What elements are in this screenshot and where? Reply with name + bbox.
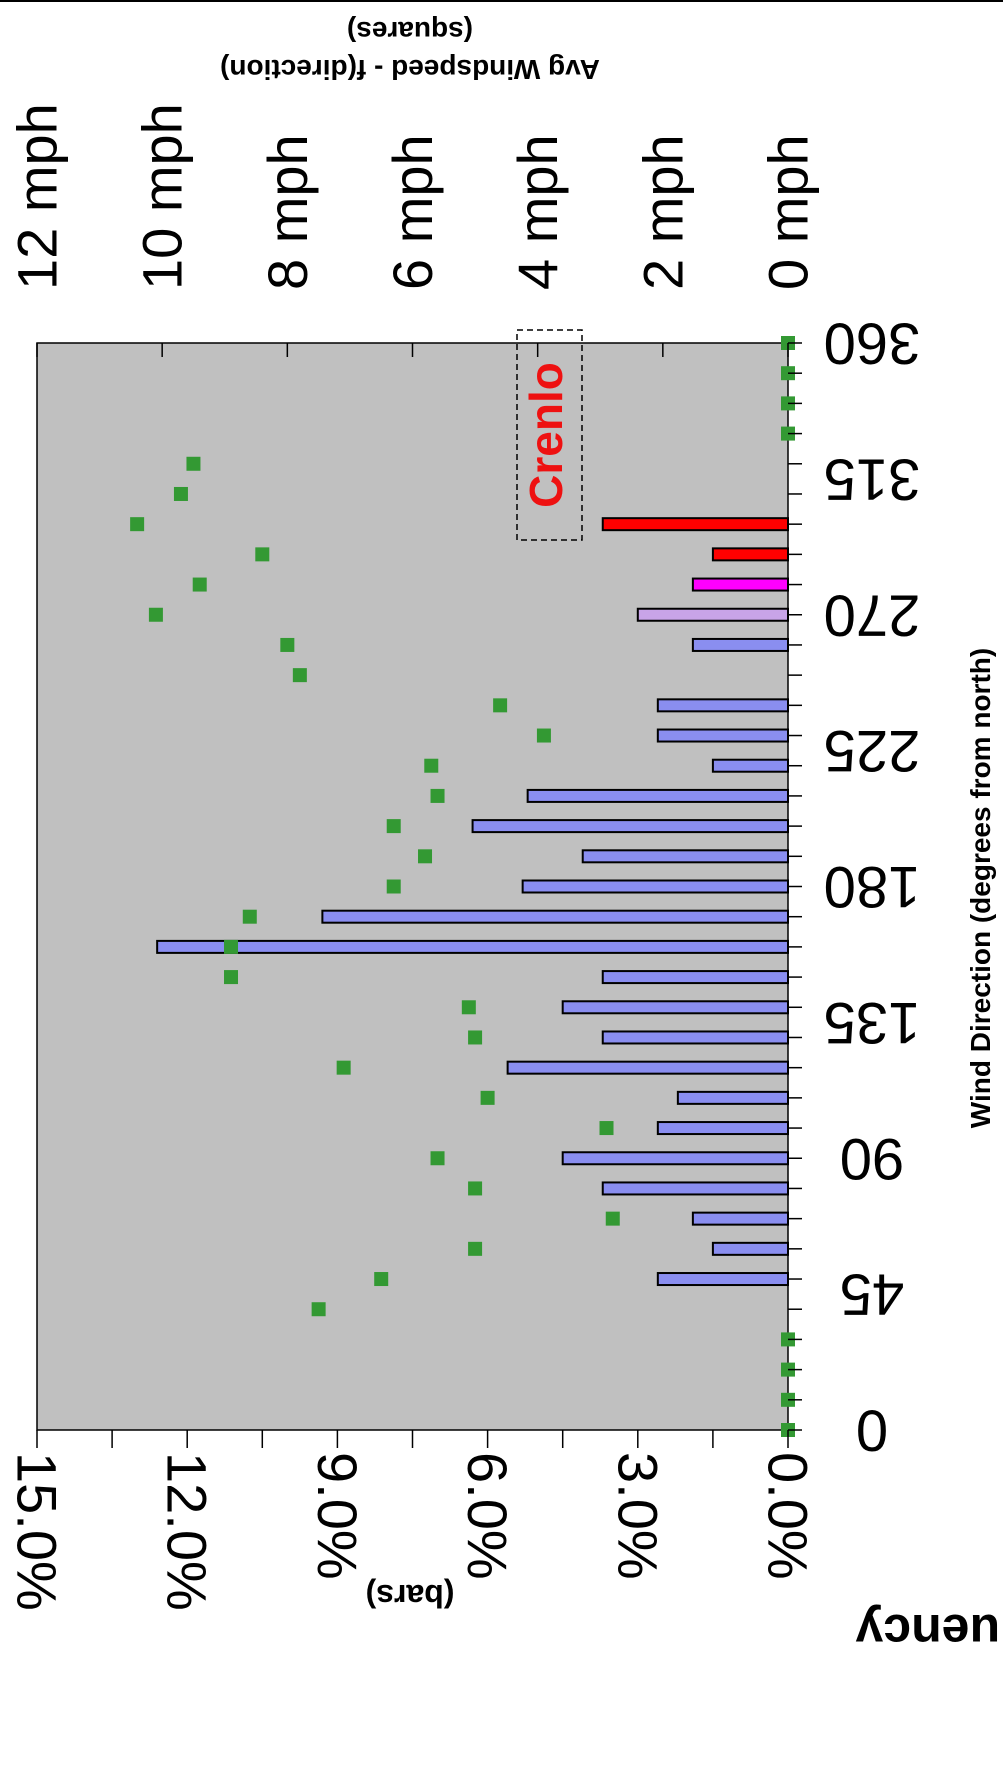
windspeed-tick-label: 4 mph	[506, 134, 569, 290]
windspeed-tick-label: 0 mph	[757, 134, 820, 290]
direction-ticks: 0 45 90 135 180 225 270 315 360	[788, 311, 920, 1463]
frequency-bar	[676, 1090, 789, 1105]
direction-tick-label: 0	[856, 1398, 888, 1463]
frequency-bar	[711, 758, 790, 773]
windspeed-square	[242, 909, 257, 924]
windspeed-square	[173, 486, 188, 501]
frequency-bar	[156, 939, 790, 954]
windspeed-square	[336, 1060, 351, 1075]
frequency-bar	[601, 970, 790, 985]
crenlo-label: Crenlo	[520, 362, 572, 508]
windspeed-tick-label: 8 mph	[256, 134, 319, 290]
windspeed-square	[148, 607, 163, 622]
windspeed-square	[418, 849, 433, 864]
frequency-bar	[581, 849, 790, 864]
windspeed-tick-label: 6 mph	[381, 134, 444, 290]
frequency-bar	[601, 1030, 790, 1045]
windspeed-square	[192, 577, 207, 592]
direction-tick-label: 360	[824, 311, 921, 376]
direction-tick-label: 90	[840, 1126, 905, 1191]
frequency-bar	[636, 607, 789, 622]
windspeed-axis-subtitle: (squares)	[347, 16, 473, 47]
windspeed-square	[224, 939, 239, 954]
frequency-bar	[656, 728, 789, 743]
frequency-bar	[561, 1151, 790, 1166]
frequency-axis-subtitle: (bars)	[366, 1578, 455, 1614]
direction-tick-label: 135	[824, 990, 921, 1055]
frequency-bars	[156, 517, 790, 1287]
windspeed-square	[430, 788, 445, 803]
frequency-bar	[691, 577, 790, 592]
windspeed-square	[255, 547, 270, 562]
windspeed-square	[468, 1181, 483, 1196]
windspeed-axis-title: Avg Windspeed - f(direction)	[220, 54, 600, 85]
windspeed-square	[424, 758, 439, 773]
frequency-bar	[601, 1181, 790, 1196]
windspeed-square	[186, 456, 201, 471]
windspeed-square	[493, 698, 508, 713]
direction-tick-label: 315	[824, 446, 921, 511]
windspeed-square	[599, 1121, 614, 1136]
frequency-bar	[321, 909, 789, 924]
windspeed-ticks: 0 mph 2 mph 4 mph 6 mph 8 mph 10 mph 12 mph	[6, 103, 820, 357]
frequency-bar	[691, 1211, 790, 1226]
frequency-tick-label: 0.0%	[757, 1452, 820, 1580]
frequency-bar	[506, 1060, 789, 1075]
windspeed-square	[311, 1302, 326, 1317]
frequency-bar	[521, 879, 789, 894]
frequency-bar	[711, 1241, 790, 1256]
frequency-bar	[656, 1272, 789, 1287]
windspeed-square	[280, 637, 295, 652]
windspeed-square	[461, 1000, 476, 1015]
windspeed-square	[468, 1241, 483, 1256]
direction-tick-label: 270	[824, 582, 921, 647]
frequency-bar	[656, 698, 789, 713]
windspeed-square	[468, 1030, 483, 1045]
frequency-tick-label: 3.0%	[606, 1452, 669, 1580]
frequency-bar	[561, 1000, 790, 1015]
windspeed-square	[130, 517, 145, 532]
windspeed-square	[536, 728, 551, 743]
windspeed-square	[386, 879, 401, 894]
frequency-bar	[656, 1121, 789, 1136]
crenlo-box	[516, 329, 583, 541]
direction-axis-title: Wind Direction (degrees from north)	[965, 648, 996, 1128]
windspeed-square	[374, 1272, 389, 1287]
windspeed-square	[605, 1211, 620, 1226]
frequency-bar	[601, 517, 790, 532]
windspeed-square	[292, 668, 307, 683]
windspeed-square	[430, 1151, 445, 1166]
frequency-bar	[711, 547, 790, 562]
frequency-tick-label: 9.0%	[306, 1452, 369, 1580]
windspeed-square	[224, 970, 239, 985]
windspeed-tick-label: 12 mph	[6, 103, 69, 290]
frequency-tick-label: 6.0%	[456, 1452, 519, 1580]
windspeed-tick-label: 10 mph	[131, 103, 194, 290]
direction-tick-label: 225	[824, 718, 921, 783]
frequency-axis-title: Frequency	[855, 1604, 1003, 1660]
windspeed-squares	[130, 336, 795, 1437]
windspeed-tick-label: 2 mph	[631, 134, 694, 290]
frequency-tick-label: 15.0%	[6, 1452, 69, 1611]
windspeed-square	[480, 1090, 495, 1105]
direction-tick-label: 45	[840, 1262, 905, 1327]
frequency-bar	[691, 637, 790, 652]
frequency-ticks: 0.0% 3.0% 6.0% 9.0% 12.0% 15.0%	[6, 1430, 820, 1611]
frequency-bar	[471, 819, 789, 834]
direction-tick-label: 180	[824, 854, 921, 919]
windspeed-square	[386, 819, 401, 834]
frequency-tick-label: 12.0%	[156, 1452, 219, 1611]
frequency-bar	[526, 788, 789, 803]
